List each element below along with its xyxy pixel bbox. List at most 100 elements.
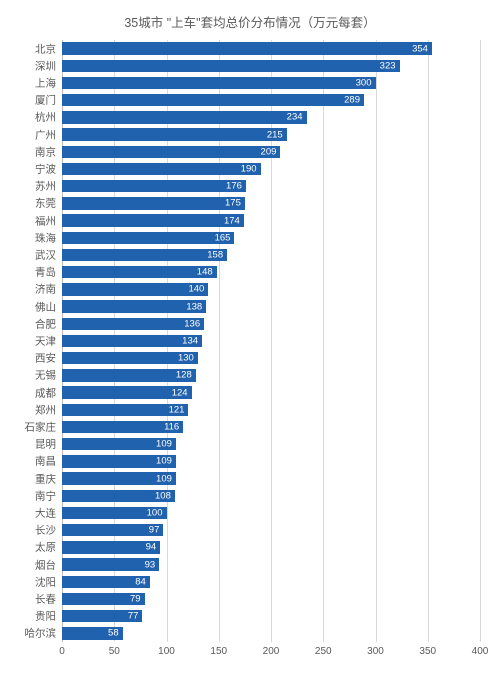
gridline (480, 40, 481, 642)
y-axis-label: 重庆 (0, 471, 56, 486)
y-axis-label: 青岛 (0, 265, 56, 280)
bar-row: 合肥136 (62, 315, 480, 332)
bar-value-label: 165 (62, 232, 230, 243)
bar-value-label: 190 (62, 163, 257, 174)
y-axis-label: 成都 (0, 385, 56, 400)
bar-value-label: 84 (62, 576, 146, 587)
x-tick-label: 0 (59, 646, 65, 657)
bar-value-label: 100 (62, 507, 163, 518)
bar-value-label: 174 (62, 215, 240, 226)
y-axis-label: 北京 (0, 41, 56, 56)
bar-row: 成都124 (62, 384, 480, 401)
bar-value-label: 94 (62, 542, 156, 553)
bar-row: 重庆109 (62, 470, 480, 487)
bar-row: 郑州121 (62, 401, 480, 418)
bar-value-label: 354 (62, 43, 428, 54)
y-axis-label: 苏州 (0, 179, 56, 194)
bar-value-label: 289 (62, 95, 360, 106)
bar-row: 烟台93 (62, 556, 480, 573)
y-axis-label: 珠海 (0, 230, 56, 245)
bar-row: 长春79 (62, 590, 480, 607)
bar-value-label: 97 (62, 525, 159, 536)
y-axis-label: 贵阳 (0, 609, 56, 624)
y-axis-label: 福州 (0, 213, 56, 228)
y-axis-label: 太原 (0, 540, 56, 555)
x-tick-label: 350 (419, 646, 436, 657)
y-axis-label: 昆明 (0, 437, 56, 452)
bar-row: 天津134 (62, 332, 480, 349)
y-axis-label: 烟台 (0, 557, 56, 572)
y-axis-label: 杭州 (0, 110, 56, 125)
y-axis-label: 厦门 (0, 93, 56, 108)
bar-value-label: 124 (62, 387, 188, 398)
bar-row: 西安130 (62, 350, 480, 367)
bar-value-label: 116 (62, 421, 179, 432)
bar-row: 大连100 (62, 504, 480, 521)
y-axis-label: 天津 (0, 333, 56, 348)
y-axis-label: 上海 (0, 75, 56, 90)
bar-row: 无锡128 (62, 367, 480, 384)
bar-row: 长沙97 (62, 522, 480, 539)
bar-row: 苏州176 (62, 178, 480, 195)
y-axis-label: 长春 (0, 591, 56, 606)
bar-value-label: 136 (62, 318, 200, 329)
x-tick-label: 250 (315, 646, 332, 657)
x-tick-label: 100 (158, 646, 175, 657)
bar-row: 石家庄116 (62, 418, 480, 435)
y-axis-label: 哈尔滨 (0, 626, 56, 641)
y-axis-label: 深圳 (0, 58, 56, 73)
bar-value-label: 300 (62, 77, 372, 88)
bar-row: 南宁108 (62, 487, 480, 504)
y-axis-label: 西安 (0, 351, 56, 366)
bar-value-label: 323 (62, 60, 396, 71)
bar-value-label: 148 (62, 267, 213, 278)
bar-value-label: 109 (62, 473, 172, 484)
bar-row: 济南140 (62, 281, 480, 298)
y-axis-label: 南昌 (0, 454, 56, 469)
y-axis-label: 大连 (0, 505, 56, 520)
bar-row: 太原94 (62, 539, 480, 556)
bar-value-label: 176 (62, 181, 242, 192)
y-axis-label: 武汉 (0, 247, 56, 262)
bar-row: 杭州234 (62, 109, 480, 126)
bar-value-label: 58 (62, 628, 119, 639)
y-axis-label: 长沙 (0, 523, 56, 538)
y-axis-label: 佛山 (0, 299, 56, 314)
bar-value-label: 175 (62, 198, 241, 209)
y-axis-label: 沈阳 (0, 574, 56, 589)
bar-value-label: 158 (62, 249, 223, 260)
bar-row: 广州215 (62, 126, 480, 143)
y-axis-label: 郑州 (0, 402, 56, 417)
bar-row: 北京354 (62, 40, 480, 57)
bar-row: 福州174 (62, 212, 480, 229)
y-axis-label: 石家庄 (0, 419, 56, 434)
bar-value-label: 109 (62, 439, 172, 450)
x-tick-label: 400 (472, 646, 489, 657)
y-axis-label: 东莞 (0, 196, 56, 211)
y-axis-label: 济南 (0, 282, 56, 297)
bar-value-label: 93 (62, 559, 155, 570)
bar-value-label: 215 (62, 129, 283, 140)
bar-value-label: 234 (62, 112, 303, 123)
bar-row: 沈阳84 (62, 573, 480, 590)
y-axis-label: 广州 (0, 127, 56, 142)
bar-row: 哈尔滨58 (62, 625, 480, 642)
bar-value-label: 138 (62, 301, 202, 312)
bar-row: 宁波190 (62, 160, 480, 177)
bar-value-label: 130 (62, 353, 194, 364)
x-tick-label: 150 (210, 646, 227, 657)
bar-row: 佛山138 (62, 298, 480, 315)
bar-row: 深圳323 (62, 57, 480, 74)
bar-value-label: 128 (62, 370, 192, 381)
bar-value-label: 79 (62, 593, 141, 604)
bar-value-label: 109 (62, 456, 172, 467)
bar-row: 东莞175 (62, 195, 480, 212)
chart-title: 35城市 "上车"套均总价分布情况（万元每套） (0, 12, 500, 31)
y-axis-label: 南京 (0, 144, 56, 159)
bar-row: 珠海165 (62, 229, 480, 246)
bar-row: 南京209 (62, 143, 480, 160)
bar-row: 青岛148 (62, 264, 480, 281)
bar-value-label: 108 (62, 490, 171, 501)
chart-container: 35城市 "上车"套均总价分布情况（万元每套） 0501001502002503… (0, 0, 500, 693)
bar-row: 昆明109 (62, 436, 480, 453)
